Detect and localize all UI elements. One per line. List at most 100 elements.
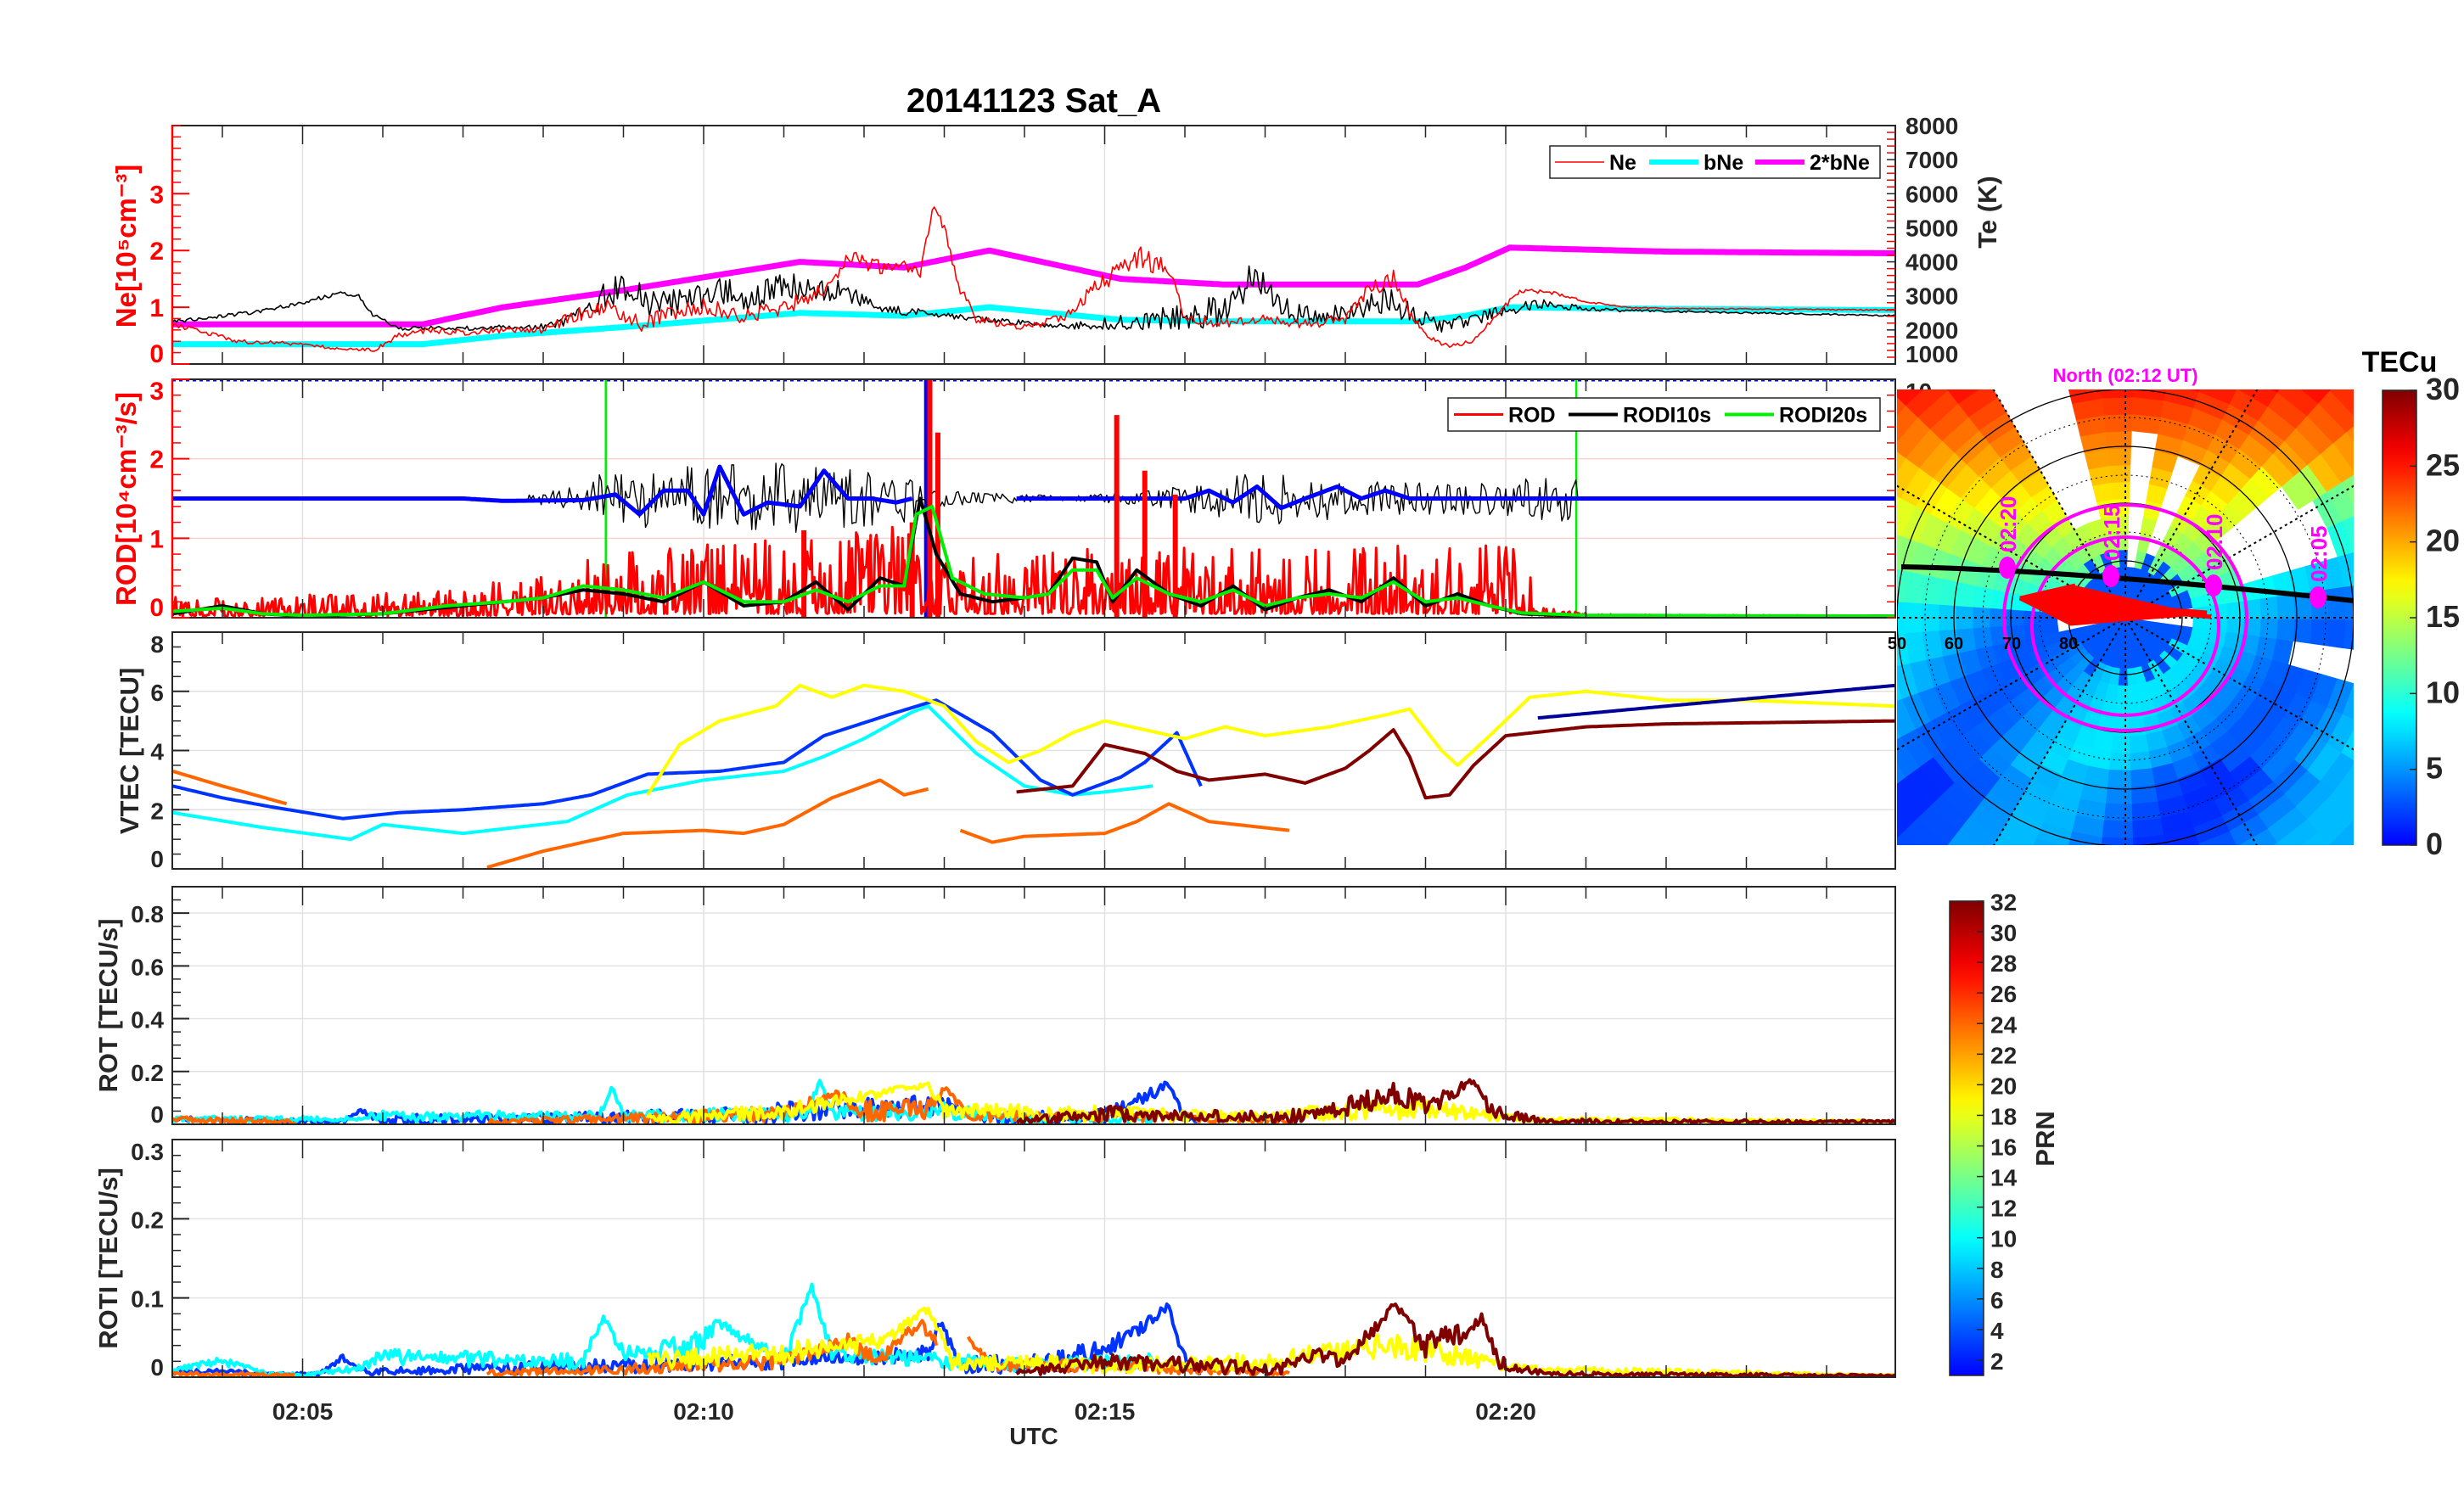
tec-map-cell	[2045, 914, 2094, 939]
tec-map-cell	[1854, 633, 1877, 674]
tec-map-cell	[2147, 747, 2173, 770]
tec-map-cell	[1929, 401, 1971, 441]
tec-map-cell	[2177, 563, 2199, 583]
tec-colorbar-tick-label: 15	[2426, 599, 2460, 634]
tec-map-cell	[1949, 528, 1977, 560]
tec-colorbar-label: TECu	[2362, 346, 2438, 378]
tec-map-cell	[2226, 715, 2256, 746]
tec-map-cell	[2221, 403, 2261, 436]
tec-map-cell	[2017, 336, 2062, 366]
tec-map-cell	[2099, 647, 2113, 666]
y-tick-label: 2	[149, 446, 164, 474]
latitude-circle	[1953, 445, 2298, 790]
tec-map-cell	[2297, 700, 2328, 737]
tec-map-cell	[1854, 559, 1877, 601]
tec-map-cell	[2090, 661, 2107, 682]
tec-map-cell	[2021, 778, 2056, 808]
tec-map-cell	[1938, 577, 1960, 607]
tec-map-cell	[1792, 682, 1822, 734]
tec-map-cell	[2307, 453, 2343, 494]
tec-map-cell	[2114, 515, 2130, 534]
tec-map-cell	[1821, 720, 1855, 770]
panel-vtec: 0 2 4 6 8	[150, 631, 1896, 872]
tec-map-cell	[2106, 769, 2132, 788]
tec-map-cell	[1939, 781, 1979, 820]
tec-map-cell	[1964, 669, 1991, 698]
tec-map-cell	[2008, 750, 2040, 781]
y-tick-label: 0.8	[131, 901, 164, 927]
tec-map-cell	[1897, 389, 1924, 406]
tec-map-cell	[1897, 599, 1906, 634]
prn-colorbar	[1949, 900, 1984, 1376]
tec-map-cell	[2127, 684, 2141, 703]
tec-map-cell	[2129, 768, 2155, 788]
tec-map-cell	[1897, 775, 1930, 819]
tec-map-cell	[2096, 854, 2135, 873]
tec-map-cell	[2265, 885, 2316, 925]
prn-colorbar-tick-label: 28	[1990, 950, 2017, 977]
tec-map-cell	[2069, 815, 2104, 838]
x-tick-label: 02:15	[1075, 1398, 1136, 1425]
tec-map-cell	[2225, 601, 2245, 619]
tec-map-cell	[1997, 764, 2032, 795]
tec-map-cell	[2108, 549, 2121, 569]
tec-map-cell	[2170, 661, 2192, 682]
tec-map-cell	[1904, 600, 1922, 634]
tec-map-cell	[1999, 440, 2034, 471]
tec-map-cell	[2011, 320, 2058, 350]
tec-map-cell	[2342, 516, 2354, 552]
tec-map-cell	[2084, 447, 2111, 470]
tec-map-cell	[2130, 818, 2164, 839]
tec-map-cell	[2227, 490, 2258, 521]
tec-map-cell	[2105, 648, 2118, 669]
tec-map-cell	[2304, 857, 2354, 901]
tec-map-cell	[2096, 345, 2137, 365]
tec-map-cell	[1838, 759, 1878, 808]
tec-map-cell	[2255, 496, 2286, 529]
series-line-dNe-thin	[1072, 473, 1579, 524]
tec-map-cell	[2068, 389, 2105, 404]
series-line-PRN-yellow	[647, 1306, 1895, 1377]
tec-map-cell	[2082, 765, 2110, 787]
tec-map-cell	[2043, 279, 2095, 305]
tec-map-cell	[2174, 625, 2194, 638]
y-tick-label: 0	[149, 340, 164, 368]
y-tick-label: 3	[149, 181, 164, 209]
tec-map-cell	[2352, 843, 2354, 845]
tec-map-cell	[2261, 453, 2297, 489]
tec-map-cell	[1959, 506, 1990, 539]
y-tick-label: 1	[149, 525, 164, 553]
tec-map-cell	[2029, 764, 2063, 792]
series-line-dNe-smooth	[172, 464, 913, 517]
tec-map-cell	[2055, 657, 2077, 678]
tec-map-cell	[2099, 664, 2113, 685]
series-line-PRN-darkred	[1016, 719, 1895, 800]
panels: 0123100020003000400050006000700080000123…	[131, 113, 1958, 1425]
tec-map-cell	[1897, 496, 1917, 537]
tec-map-cell	[2131, 413, 2163, 434]
tec-map-cell	[1977, 746, 2011, 779]
tec-map-cell	[2352, 389, 2354, 391]
tec-map-cell	[2295, 534, 2323, 569]
tec-map-cell	[1897, 793, 1918, 831]
prn-colorbar-tick-label: 24	[1990, 1011, 2018, 1038]
tec-map-cell	[1915, 804, 1958, 845]
tec-map-cell	[2095, 871, 2136, 890]
series-group	[172, 1282, 1895, 1377]
tec-map-cell	[2177, 439, 2209, 467]
tec-map-cell	[2130, 464, 2153, 485]
prn-colorbar-tick-label: 26	[1990, 981, 2017, 1007]
y2-tick-label: 6000	[1906, 181, 1958, 207]
tec-map-cell	[2133, 919, 2181, 941]
tec-map-cell	[2151, 519, 2171, 542]
tec-map-cell	[1905, 389, 1950, 417]
tec-map-cell	[2131, 852, 2169, 873]
tec-map-cell	[2129, 751, 2152, 771]
tec-map-cell	[2321, 557, 2345, 591]
tec-map-cell	[1825, 675, 1854, 723]
vtec-ylabel: VTEC [TECU]	[115, 668, 144, 834]
tec-map-cell	[2034, 821, 2073, 845]
tec-map-cell	[2189, 389, 2203, 393]
tec-map-cell	[2267, 391, 2310, 430]
prn-colorbar-tick-label: 16	[1990, 1134, 2017, 1161]
